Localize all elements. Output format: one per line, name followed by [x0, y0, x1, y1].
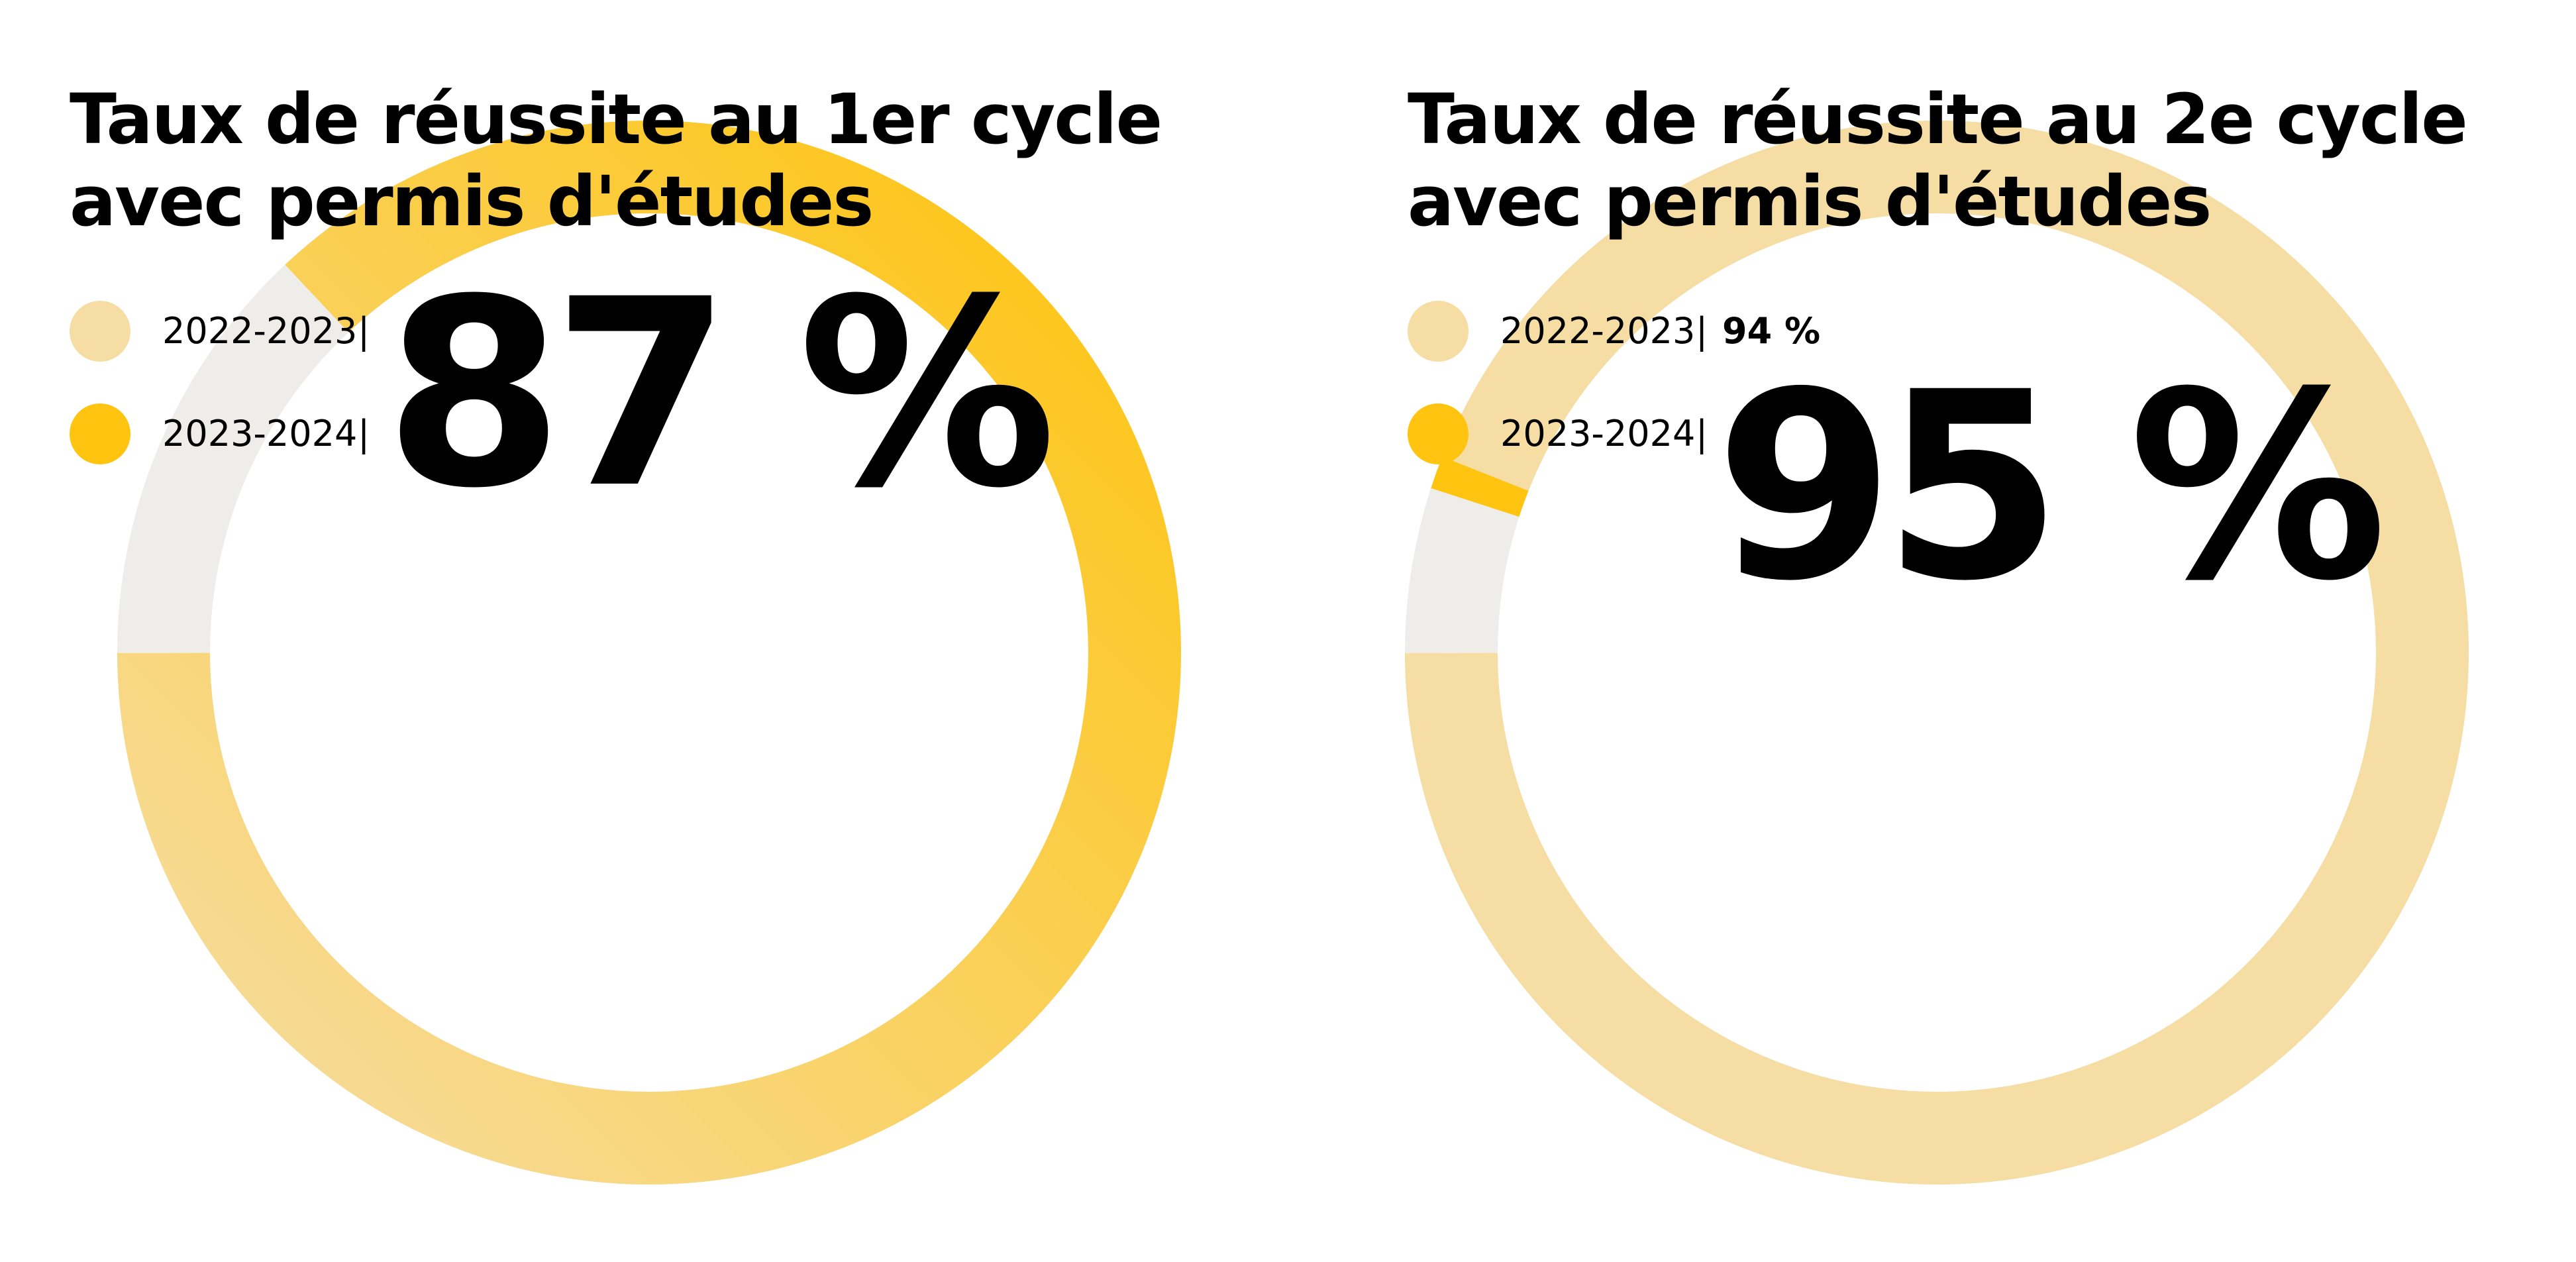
- legend-swatch-prev-year: [1408, 301, 1468, 362]
- legend-swatch-curr-year: [1408, 403, 1468, 464]
- chart-title-2-line-2: avec permis d'études: [1408, 161, 2212, 242]
- donut-arc-prev-year: [1405, 121, 2469, 1184]
- legend-separator: |: [358, 413, 370, 454]
- legend-label: 2023-2024: [1500, 413, 1696, 454]
- chart-title-2-line-1: Taux de réussite au 2e cycle: [1408, 79, 2468, 160]
- chart-title-2: Taux de réussite au 2e cycle avec permis…: [1408, 78, 2468, 242]
- current-year-value: 95 %: [1715, 337, 2387, 637]
- legend-separator: |: [358, 310, 370, 352]
- legend-label: 2022-2023: [162, 310, 358, 352]
- previous-year-value: 94 %: [1722, 310, 1821, 352]
- chart-title-1-line-2: avec permis d'études: [70, 161, 874, 242]
- donut-arc-curr-year: [1431, 456, 1529, 517]
- legend-swatch-prev-year: [70, 301, 130, 362]
- legend-swatch-curr-year: [70, 403, 130, 464]
- donut-chart-1: [117, 121, 1181, 1185]
- legend-label: 2023-2024: [162, 413, 358, 454]
- legend-separator: |: [1696, 413, 1708, 454]
- current-year-value: 87 %: [384, 244, 1056, 545]
- legend-label: 2022-2023: [1500, 310, 1696, 352]
- chart-panel-2: Taux de réussite au 2e cycle avec permis…: [1288, 0, 2575, 1262]
- donut-arc-curr-year: [117, 121, 1181, 1184]
- legend-separator: |: [1696, 310, 1708, 352]
- chart-title-1-line-1: Taux de réussite au 1er cycle: [70, 79, 1162, 160]
- chart-panel-1: Taux de réussite au 1er cycle avec permi…: [70, 78, 1181, 1185]
- chart-title-1: Taux de réussite au 1er cycle avec permi…: [70, 78, 1162, 242]
- donut-chart-2: [1405, 121, 2469, 1185]
